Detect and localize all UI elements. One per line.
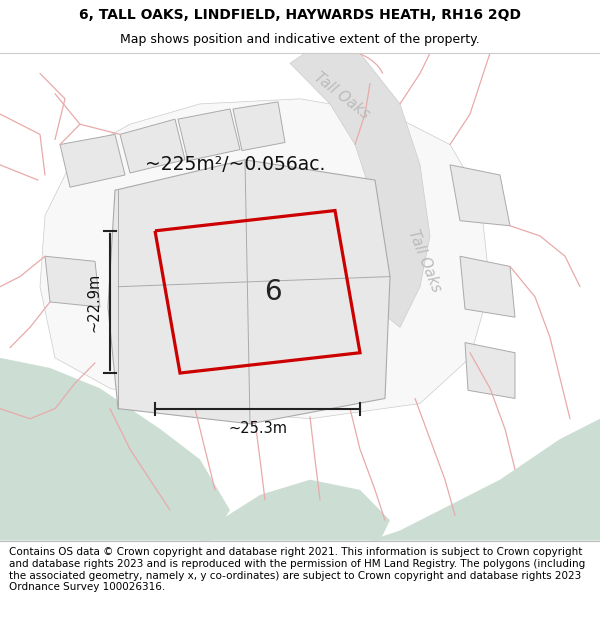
Text: ~225m²/~0.056ac.: ~225m²/~0.056ac. [145,156,325,174]
Polygon shape [233,102,285,151]
Polygon shape [40,99,490,419]
Text: 6: 6 [263,278,281,306]
Polygon shape [0,357,230,541]
Polygon shape [45,256,100,307]
Polygon shape [290,53,430,328]
Polygon shape [120,119,185,173]
Polygon shape [465,342,515,399]
Polygon shape [370,419,600,541]
Text: Tall Oaks: Tall Oaks [406,228,444,294]
Polygon shape [108,160,390,424]
Text: ~25.3m: ~25.3m [228,421,287,436]
Text: ~22.9m: ~22.9m [87,272,102,332]
Text: 6, TALL OAKS, LINDFIELD, HAYWARDS HEATH, RH16 2QD: 6, TALL OAKS, LINDFIELD, HAYWARDS HEATH,… [79,8,521,22]
Text: Map shows position and indicative extent of the property.: Map shows position and indicative extent… [120,33,480,46]
Polygon shape [60,134,125,188]
Text: Tall Oaks: Tall Oaks [311,69,373,122]
Polygon shape [178,109,240,161]
Polygon shape [200,480,390,541]
Polygon shape [450,165,510,226]
Polygon shape [460,256,515,317]
Text: Contains OS data © Crown copyright and database right 2021. This information is : Contains OS data © Crown copyright and d… [9,548,585,592]
